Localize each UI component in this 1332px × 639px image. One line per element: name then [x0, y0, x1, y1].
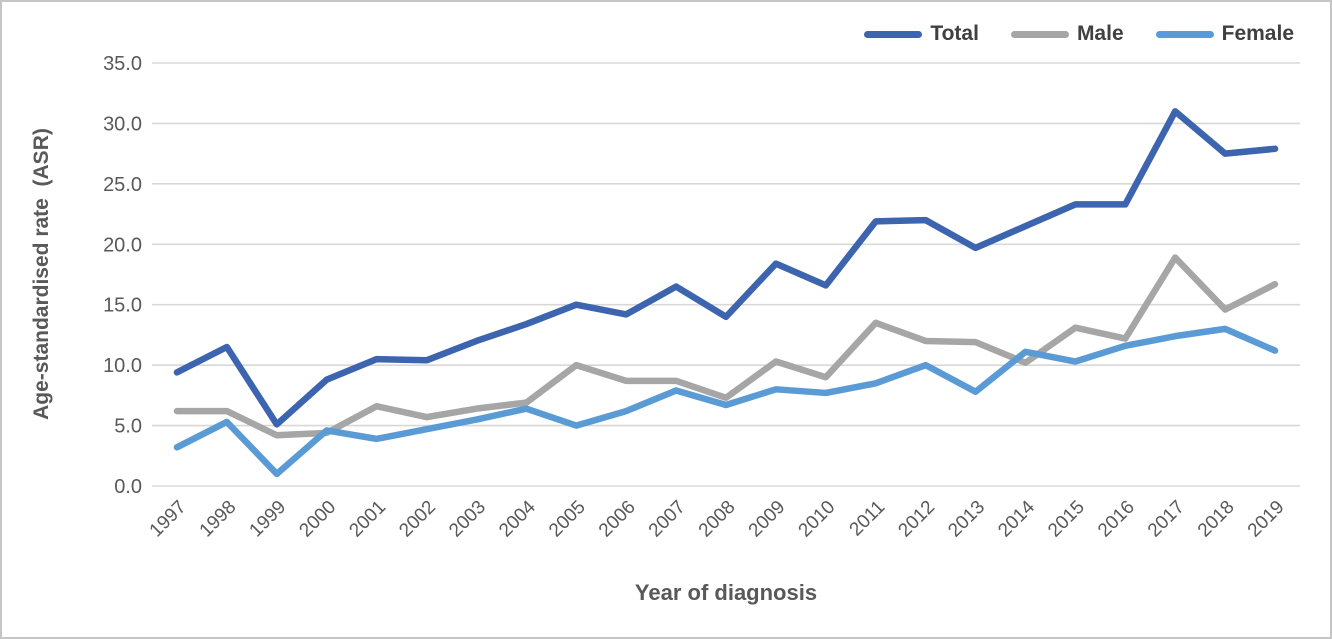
y-tick-label: 10.0 [103, 355, 142, 377]
x-tick-label: 2013 [944, 497, 989, 542]
y-tick-label: 20.0 [103, 234, 142, 256]
series-line-male [173, 254, 1279, 439]
chart-legend: Total Male Female [864, 22, 1294, 46]
y-tick-label: 35.0 [103, 53, 142, 75]
legend-label-female: Female [1221, 22, 1294, 45]
x-tick-label: 2004 [495, 496, 540, 541]
x-tick-label: 1998 [196, 497, 241, 542]
y-axis-title: Age-standardised rate (ASR) [30, 128, 53, 420]
y-tick-label: 0.0 [114, 476, 142, 498]
x-tick-label: 2000 [295, 497, 340, 542]
x-tick-label: 2011 [846, 497, 890, 541]
series-line-female [173, 325, 1279, 478]
y-tick-label: 30.0 [103, 113, 142, 135]
x-tick-label: 2015 [1044, 497, 1089, 542]
legend-line-icon-male [1010, 30, 1069, 38]
x-tick-label: 2007 [645, 497, 690, 542]
x-tick-label: 2001 [345, 497, 390, 542]
legend-item-total: Total [864, 22, 979, 46]
legend-item-male: Male [1010, 22, 1124, 46]
x-tick-label: 2012 [894, 497, 939, 542]
x-tick-label: 2008 [695, 497, 740, 542]
x-tick-label: 1997 [146, 497, 191, 542]
legend-line-icon-total [864, 30, 923, 38]
x-tick-label: 2009 [745, 497, 790, 542]
x-tick-label: 2002 [395, 497, 440, 542]
x-tick-label: 1999 [246, 497, 291, 542]
x-tick-label: 2014 [994, 496, 1039, 541]
x-tick-label: 2003 [445, 497, 490, 542]
y-tick-label: 25.0 [103, 174, 142, 196]
legend-label-total: Total [930, 22, 979, 45]
x-tick-label: 2016 [1094, 497, 1139, 542]
x-tick-label: 2017 [1144, 497, 1189, 542]
x-tick-label: 2019 [1244, 497, 1289, 542]
series-line-total [173, 108, 1279, 428]
legend-line-icon-female [1155, 30, 1214, 38]
y-tick-label: 15.0 [103, 295, 142, 317]
y-tick-label: 5.0 [114, 416, 142, 438]
x-tick-label: 2006 [595, 497, 640, 542]
legend-item-female: Female [1155, 22, 1294, 46]
x-tick-label: 2005 [545, 497, 590, 542]
legend-label-male: Male [1076, 22, 1124, 45]
x-tick-label: 2010 [795, 497, 840, 542]
x-tick-label: 2018 [1194, 497, 1239, 542]
x-axis-title: Year of diagnosis [634, 580, 818, 605]
